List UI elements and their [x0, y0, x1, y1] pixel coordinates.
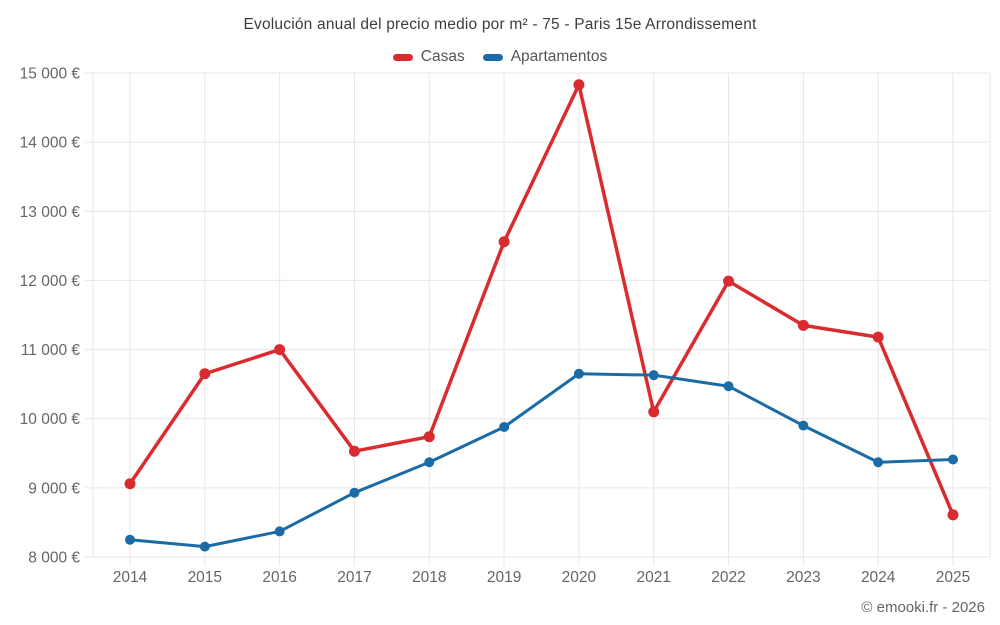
y-axis-label: 10 000 € — [20, 411, 81, 428]
data-point-casas-2023[interactable] — [797, 319, 809, 331]
series-line-apartamentos — [128, 372, 955, 549]
chart-legend: Casas Apartamentos — [0, 47, 1000, 67]
y-axis-label: 13 000 € — [20, 204, 81, 221]
legend-marker-casas — [392, 53, 413, 61]
y-axis-label: 8 000 € — [28, 550, 80, 567]
data-point-apartamentos-2018[interactable] — [424, 457, 435, 468]
data-point-apartamentos-2024[interactable] — [873, 457, 884, 468]
data-point-casas-2018[interactable] — [423, 431, 435, 443]
data-point-casas-2025[interactable] — [947, 509, 959, 521]
y-axis-label: 14 000 € — [20, 135, 81, 152]
data-point-apartamentos-2014[interactable] — [125, 534, 135, 545]
data-point-apartamentos-2016[interactable] — [274, 526, 285, 537]
data-point-apartamentos-2019[interactable] — [499, 422, 510, 433]
data-point-apartamentos-2017[interactable] — [349, 487, 360, 498]
y-axis-label: 12 000 € — [20, 273, 81, 290]
y-axis-label: 11 000 € — [21, 342, 81, 359]
x-axis-label: 2024 — [861, 569, 896, 586]
series-line-casas — [128, 83, 955, 517]
x-axis-label: 2020 — [562, 569, 597, 586]
data-point-apartamentos-2025[interactable] — [948, 454, 958, 465]
data-point-casas-2015[interactable] — [199, 368, 211, 380]
x-axis-label: 2023 — [786, 569, 820, 586]
legend-item-apartamentos[interactable]: Apartamentos — [482, 48, 608, 66]
x-axis-label: 2015 — [188, 569, 222, 586]
x-axis-label: 2018 — [412, 569, 446, 586]
y-axis-label: 9 000 € — [28, 480, 80, 497]
data-point-casas-2021[interactable] — [648, 406, 660, 418]
x-axis-label: 2014 — [113, 569, 148, 586]
data-point-casas-2014[interactable] — [124, 478, 136, 490]
legend-label: Apartamentos — [510, 48, 608, 65]
plot-border — [92, 72, 991, 558]
data-point-casas-2019[interactable] — [498, 236, 510, 248]
chart-title: Evolución anual del precio medio por m² … — [243, 16, 757, 33]
x-axis-label: 2025 — [936, 569, 970, 586]
legend-label: Casas — [420, 48, 465, 65]
data-point-casas-2016[interactable] — [274, 344, 286, 356]
y-axis-label: 15 000 € — [20, 66, 81, 83]
data-point-casas-2024[interactable] — [872, 331, 884, 343]
data-point-casas-2020[interactable] — [573, 79, 585, 91]
data-point-apartamentos-2023[interactable] — [798, 420, 809, 431]
credit-text: © emooki.fr - 2026 — [861, 599, 985, 616]
data-point-apartamentos-2021[interactable] — [648, 370, 659, 381]
x-axis-label: 2022 — [711, 569, 745, 586]
data-point-apartamentos-2015[interactable] — [199, 541, 210, 552]
data-point-apartamentos-2020[interactable] — [573, 368, 584, 379]
data-point-casas-2022[interactable] — [723, 275, 735, 287]
data-point-apartamentos-2022[interactable] — [723, 381, 734, 392]
legend-item-casas[interactable]: Casas — [392, 48, 465, 66]
data-point-casas-2017[interactable] — [348, 445, 360, 457]
x-axis-label: 2016 — [262, 569, 296, 586]
x-axis-label: 2019 — [487, 569, 521, 586]
x-axis-label: 2017 — [337, 569, 371, 586]
x-axis-label: 2021 — [636, 569, 670, 586]
legend-marker-apartamentos — [482, 53, 503, 61]
